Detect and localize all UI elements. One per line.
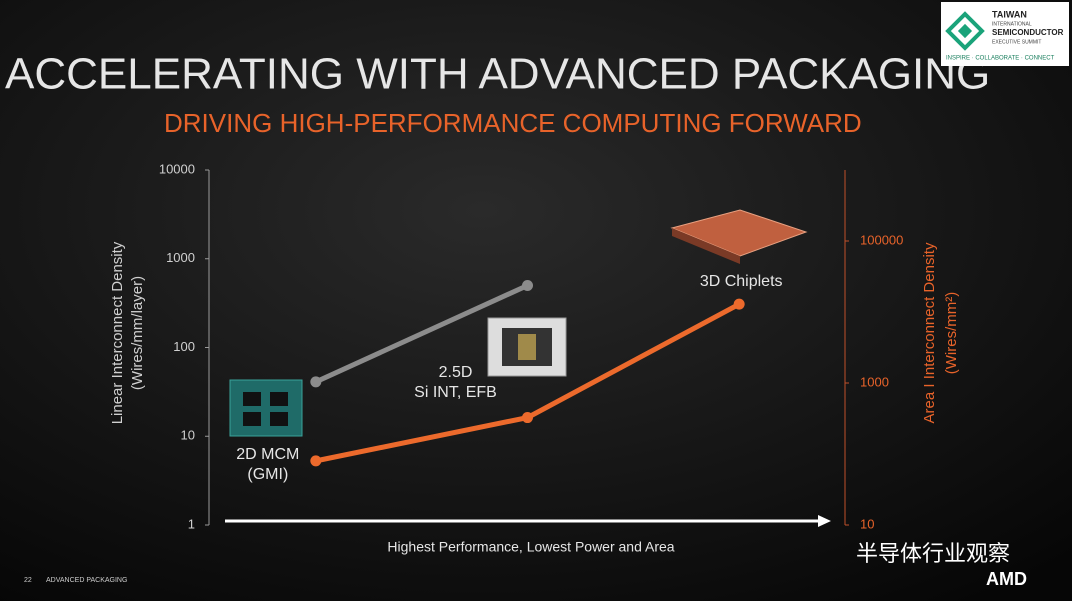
section: ADVANCED PACKAGING: [46, 577, 127, 584]
y-tick-label: 1: [188, 516, 195, 531]
logo-text: INTERNATIONAL: [992, 21, 1032, 27]
x-arrow-head: [818, 515, 831, 527]
data-point: [310, 376, 322, 388]
series-line: [314, 283, 529, 385]
y-tick-label: 10000: [159, 161, 195, 176]
x-axis-label: Highest Performance, Lowest Power and Ar…: [387, 539, 674, 555]
y-tick-label: 10: [181, 428, 195, 443]
y2-tick-label: 10: [860, 516, 874, 531]
y-tick-label: 100: [173, 339, 195, 354]
y2-tick-label: 1000: [860, 374, 889, 389]
page-number: 22: [24, 577, 32, 584]
summit-logo: TAIWAN INTERNATIONAL SEMICONDUCTOR EXECU…: [941, 2, 1069, 66]
y2-tick-label: 100000: [860, 232, 903, 247]
logo-text: EXECUTIVE SUMMIT: [992, 39, 1041, 45]
y-axis-label: Linear Interconnect Density: [109, 241, 126, 424]
category-label: 2.5D: [439, 364, 473, 381]
logo-text: TAIWAN: [992, 9, 1027, 19]
title: ACCELERATING WITH ADVANCED PACKAGING: [5, 50, 990, 99]
chip-2d: [229, 379, 303, 437]
category-label: Si INT, EFB: [414, 384, 497, 401]
logo-tagline: INSPIRE · COLLABORATE · CONNECT: [946, 56, 1055, 62]
data-point: [522, 279, 533, 291]
category-label: 3D Chiplets: [700, 273, 783, 290]
subtitle: DRIVING HIGH-PERFORMANCE COMPUTING FORWA…: [164, 108, 862, 138]
watermark: 半导体行业观察: [856, 541, 1010, 566]
y-axis-label: (Wires/mm/layer): [129, 276, 146, 390]
y2-axis-label: (Wires/mm²): [943, 292, 960, 374]
data-point: [310, 455, 322, 467]
chip-images: [229, 209, 808, 437]
brand: AMD: [986, 569, 1027, 589]
category-label: 2D MCM: [236, 446, 299, 463]
data-point: [522, 412, 533, 424]
y2-axis-label: Area I Interconnect Density: [921, 242, 938, 423]
category-label: (GMI): [247, 466, 288, 483]
logo-text: SEMICONDUCTOR: [992, 28, 1064, 37]
data-point: [733, 298, 745, 310]
y-tick-label: 1000: [166, 250, 195, 265]
